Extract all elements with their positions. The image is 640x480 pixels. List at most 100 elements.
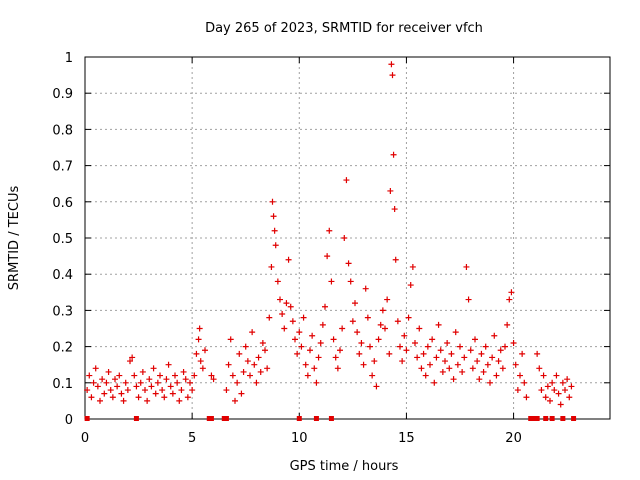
data-point: [489, 354, 496, 361]
data-point: [394, 318, 401, 325]
data-point: [379, 307, 386, 314]
data-point: [474, 358, 481, 365]
data-point: [517, 372, 523, 379]
data-point: [109, 394, 116, 401]
data-point: [467, 347, 474, 354]
y-tick-label: 0.6: [52, 196, 73, 211]
data-point: [174, 379, 181, 386]
data-point: [296, 329, 303, 336]
data-point: [90, 379, 97, 386]
data-point: [319, 321, 326, 328]
data-point: [388, 61, 395, 68]
data-point: [409, 263, 416, 270]
data-point: [512, 361, 519, 368]
data-point: [435, 321, 442, 328]
data-point: [564, 376, 571, 383]
y-axis-label: SRMTID / TECUs: [7, 186, 22, 291]
data-point: [478, 350, 485, 357]
data-point: [317, 339, 324, 346]
data-point: [566, 394, 573, 401]
data-point: [347, 278, 354, 285]
y-tick-label: 0.1: [52, 377, 73, 392]
data-point: [307, 347, 313, 354]
data-point: [437, 347, 444, 354]
data-point: [199, 365, 206, 372]
x-tick-label: 15: [398, 431, 415, 446]
data-point: [369, 372, 376, 379]
data-point: [362, 285, 369, 292]
data-point: [390, 151, 397, 158]
zero-marker: [328, 416, 334, 421]
data-point: [277, 296, 283, 303]
data-point: [544, 383, 551, 390]
y-tick-label: 0.9: [52, 87, 73, 102]
data-point: [499, 365, 506, 372]
data-point: [497, 347, 504, 354]
data-point: [360, 361, 367, 368]
y-axis-ticks: 0 0.1 0.2 0.3 0.4 0.5 0.6 0.7 0.8 0.9 1: [52, 51, 610, 428]
data-point: [364, 314, 371, 321]
data-point: [487, 379, 493, 386]
data-point: [315, 354, 322, 361]
data-point: [112, 376, 118, 383]
data-point: [454, 361, 461, 368]
data-point: [439, 368, 446, 375]
data-point: [229, 372, 236, 379]
data-point: [268, 263, 275, 270]
x-tick-label: 10: [291, 431, 308, 446]
data-point: [193, 350, 200, 357]
data-point: [405, 314, 412, 321]
data-point: [184, 394, 191, 401]
data-point: [459, 368, 466, 375]
data-point: [555, 390, 562, 397]
data-point: [324, 253, 331, 260]
data-point: [144, 397, 151, 404]
data-point: [257, 368, 264, 375]
zero-marker: [313, 416, 319, 421]
data-point: [101, 390, 108, 397]
data-point: [251, 361, 258, 368]
data-point: [163, 376, 170, 383]
data-point: [148, 383, 155, 390]
data-point: [403, 347, 410, 354]
data-point: [142, 387, 148, 394]
data-point: [356, 350, 363, 357]
data-point: [322, 303, 328, 310]
data-point: [514, 387, 521, 394]
data-point: [249, 329, 256, 336]
data-point: [167, 383, 174, 390]
data-point: [88, 394, 95, 401]
data-point: [313, 379, 320, 386]
grid-lines: [85, 57, 610, 419]
data-point: [133, 383, 140, 390]
data-point: [302, 361, 309, 368]
data-point: [377, 321, 384, 328]
data-point: [129, 354, 136, 361]
data-point: [373, 383, 380, 390]
data-point: [150, 365, 157, 372]
data-point: [234, 379, 241, 386]
data-point: [281, 325, 288, 332]
data-point: [540, 372, 547, 379]
data-point: [294, 350, 301, 357]
zero-marker: [296, 416, 302, 421]
data-point: [547, 397, 553, 404]
data-point: [508, 289, 515, 296]
data-point: [367, 343, 373, 350]
data-point: [418, 365, 425, 372]
data-point: [328, 278, 335, 285]
data-point: [259, 339, 266, 346]
data-point: [450, 376, 457, 383]
data-point: [422, 372, 429, 379]
data-point: [269, 198, 276, 205]
data-point: [412, 339, 418, 346]
data-point: [264, 365, 271, 372]
data-point: [484, 361, 491, 368]
data-point: [289, 318, 296, 325]
data-point: [495, 358, 502, 365]
data-point: [253, 379, 260, 386]
data-point: [326, 227, 333, 234]
data-point: [332, 354, 339, 361]
data-point: [375, 336, 382, 343]
